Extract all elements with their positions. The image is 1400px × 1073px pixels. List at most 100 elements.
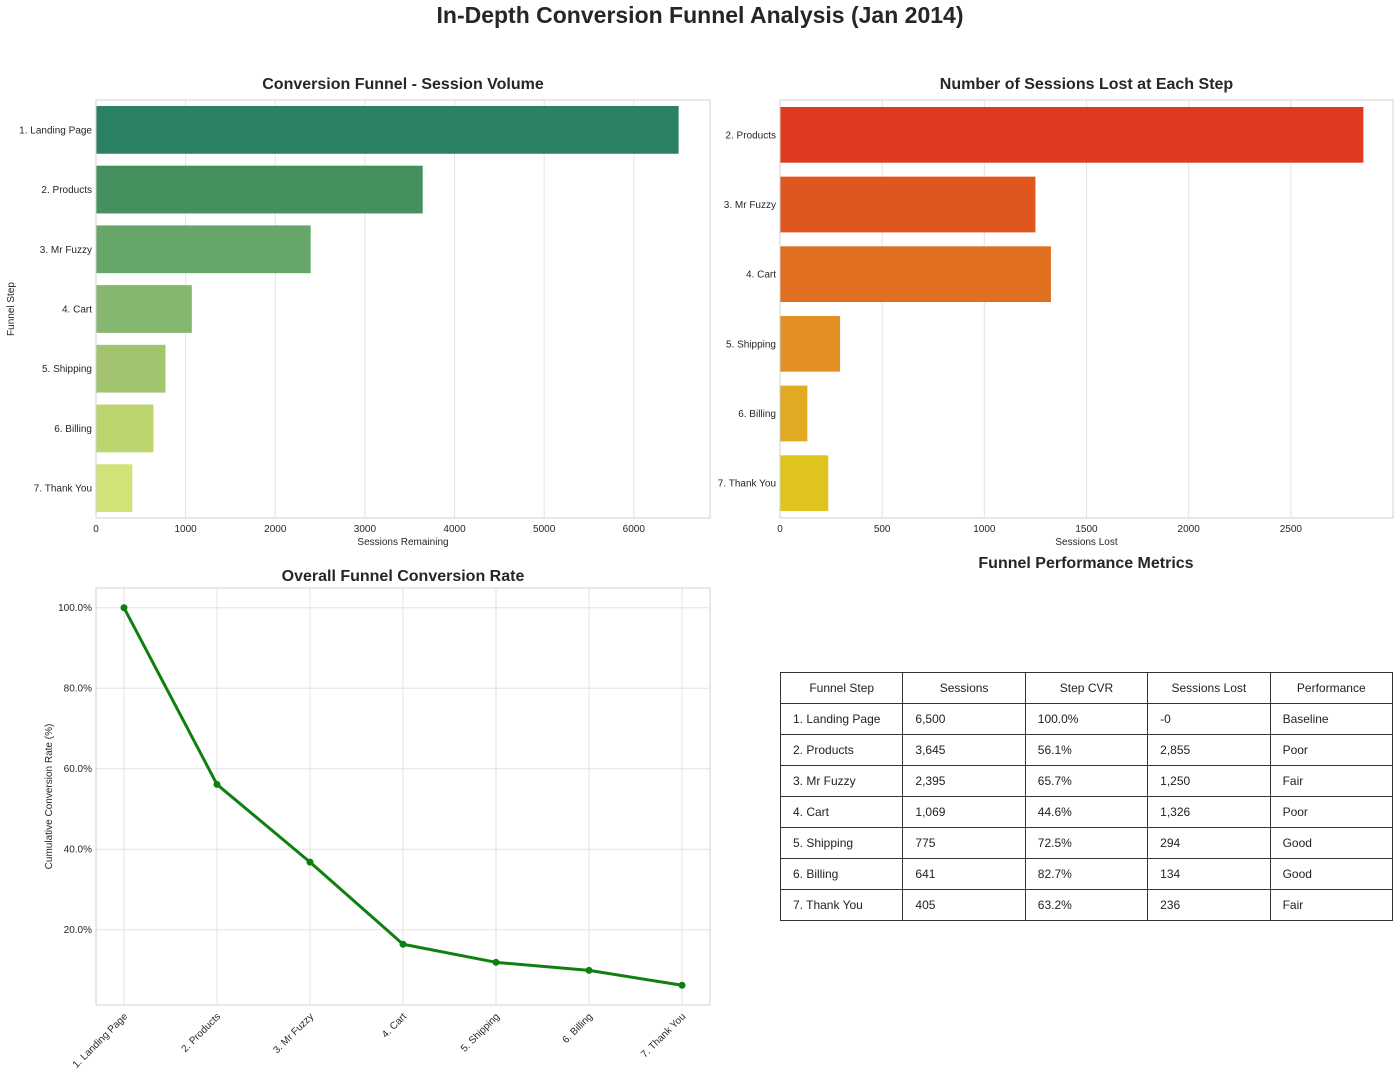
table-cell: 1,069 [902, 796, 1026, 828]
sessions-lost-chart-bar [780, 106, 1364, 163]
table-row: 7. Thank You 405 63.2% 236 Fair [779, 889, 1394, 921]
table-cell: Fair [1269, 889, 1394, 921]
session-volume-chart-title: Conversion Funnel - Session Volume [262, 76, 544, 93]
sessions-lost-chart-ytick-label: 2. Products [725, 130, 776, 141]
session-volume-chart-ytick-label: 2. Products [41, 185, 92, 196]
session-volume-chart-xtick-label: 6000 [623, 524, 646, 535]
conversion-rate-chart-ytick-label: 40.0% [64, 845, 92, 856]
session-volume-chart-xtick-label: 1000 [175, 524, 198, 535]
table-cell: 1,326 [1147, 796, 1271, 828]
sessions-lost-chart-xtick-label: 2000 [1178, 524, 1201, 535]
session-volume-chart-ytick-label: 3. Mr Fuzzy [40, 245, 92, 256]
sessions-lost-chart-bar [780, 246, 1051, 303]
session-volume-chart: Conversion Funnel - Session Volume 0 1000 2… [6, 76, 711, 548]
table-cell: 294 [1147, 827, 1271, 859]
table-row: 4. Cart 1,069 44.6% 1,326 Poor [779, 796, 1394, 828]
sessions-lost-chart-ytick-label: 6. Billing [738, 409, 776, 420]
conversion-rate-chart-title: Overall Funnel Conversion Rate [282, 568, 525, 585]
conversion-rate-chart-ytick-label: 60.0% [64, 764, 92, 775]
table-cell: 1,250 [1147, 765, 1271, 797]
conversion-rate-chart-point [120, 604, 128, 612]
session-volume-chart-xtick-label: 5000 [533, 524, 556, 535]
table-cell: Good [1269, 858, 1394, 890]
sessions-lost-chart-bar [780, 315, 841, 372]
session-volume-chart-xlabel: Sessions Remaining [357, 537, 448, 548]
funnel-metrics-table: Funnel Step Sessions Step CVR Sessions Lost… [779, 672, 1394, 921]
session-volume-chart-ytick-label: 7. Thank You [34, 484, 92, 495]
table-header-cell: Performance [1269, 672, 1394, 704]
conversion-rate-chart-ytick-label: 80.0% [64, 684, 92, 695]
conversion-rate-chart-point [585, 966, 593, 974]
sessions-lost-chart: Number of Sessions Lost at Each Step 0 500… [718, 76, 1394, 548]
table-cell: 63.2% [1024, 889, 1149, 921]
session-volume-chart-ytick-label: 4. Cart [62, 305, 92, 316]
table-cell: 3,645 [902, 734, 1026, 766]
session-volume-chart-ytick-label: 5. Shipping [42, 364, 92, 375]
sessions-lost-chart-ytick-label: 5. Shipping [726, 339, 776, 350]
table-cell: 82.7% [1024, 858, 1149, 890]
table-cell: 6. Billing [779, 858, 904, 890]
conversion-rate-chart-xtick-label: 3. Mr Fuzzy [271, 1011, 316, 1056]
conversion-rate-chart-ytick-label: 100.0% [58, 603, 92, 614]
conversion-rate-chart-xtick-label: 7. Thank You [639, 1011, 688, 1060]
metrics-table-title: Funnel Performance Metrics [978, 555, 1193, 572]
session-volume-chart-bar [96, 404, 154, 453]
conversion-rate-chart-point [399, 940, 407, 948]
table-cell: 6,500 [902, 703, 1026, 735]
conversion-rate-chart-point [678, 981, 686, 989]
table-cell: 2. Products [779, 734, 904, 766]
sessions-lost-chart-xtick-label: 1000 [973, 524, 996, 535]
sessions-lost-chart-xtick-label: 0 [777, 524, 783, 535]
table-cell: 1. Landing Page [779, 703, 904, 735]
table-row: 3. Mr Fuzzy 2,395 65.7% 1,250 Fair [779, 765, 1394, 797]
table-row: 1. Landing Page 6,500 100.0% -0 Baseline [779, 703, 1394, 735]
conversion-rate-chart-xtick-label: 6. Billing [561, 1011, 596, 1046]
sessions-lost-chart-xtick-label: 2500 [1280, 524, 1303, 535]
table-cell: 134 [1147, 858, 1271, 890]
session-volume-chart-frame [95, 99, 711, 519]
session-volume-chart-bar [96, 165, 423, 214]
table-cell: 236 [1147, 889, 1271, 921]
sessions-lost-chart-title: Number of Sessions Lost at Each Step [940, 76, 1234, 93]
conversion-rate-chart-frame [95, 587, 711, 1006]
conversion-rate-chart-point [213, 780, 221, 788]
conversion-rate-chart-point [306, 858, 314, 866]
sessions-lost-chart-bar [780, 385, 808, 442]
table-cell: 405 [902, 889, 1026, 921]
sessions-lost-chart-ytick-label: 3. Mr Fuzzy [724, 200, 776, 211]
table-cell: 44.6% [1024, 796, 1149, 828]
session-volume-chart-bar [96, 225, 311, 274]
session-volume-chart-xtick-label: 3000 [354, 524, 377, 535]
conversion-rate-chart-ylabel: Cumulative Conversion Rate (%) [44, 724, 55, 870]
table-body: 1. Landing Page 6,500 100.0% -0 Baseline 2. P… [779, 703, 1394, 921]
table-header-row: Funnel Step Sessions Step CVR Sessions Lost… [779, 672, 1394, 704]
table-cell: 65.7% [1024, 765, 1149, 797]
conversion-rate-chart-xtick-label: 4. Cart [380, 1011, 409, 1040]
table-cell: 7. Thank You [779, 889, 904, 921]
table-cell: 775 [902, 827, 1026, 859]
table-cell: -0 [1147, 703, 1271, 735]
table-cell: 2,395 [902, 765, 1026, 797]
conversion-rate-chart-xtick-label: 5. Shipping [459, 1011, 502, 1054]
session-volume-chart-xtick-label: 2000 [264, 524, 287, 535]
table-header-cell: Sessions Lost [1147, 672, 1271, 704]
conversion-rate-chart: Overall Funnel Conversion Rate 20.0% 40.0%… [44, 568, 711, 1071]
table-header-cell: Step CVR [1024, 672, 1149, 704]
table-cell: 4. Cart [779, 796, 904, 828]
sessions-lost-chart-ytick-label: 4. Cart [746, 270, 776, 281]
sessions-lost-chart-xtick-label: 1500 [1075, 524, 1098, 535]
conversion-rate-chart-point [492, 958, 500, 966]
sessions-lost-chart-bar [780, 455, 829, 512]
sessions-lost-chart-ytick-label: 7. Thank You [718, 479, 776, 490]
session-volume-chart-xtick-label: 4000 [443, 524, 466, 535]
table-row: 6. Billing 641 82.7% 134 Good [779, 858, 1394, 890]
table-cell: Fair [1269, 765, 1394, 797]
conversion-rate-chart-xtick-label: 1. Landing Page [71, 1011, 131, 1071]
table-cell: 3. Mr Fuzzy [779, 765, 904, 797]
conversion-rate-chart-xtick-label: 2. Products [180, 1011, 224, 1055]
table-cell: Baseline [1269, 703, 1394, 735]
session-volume-chart-bar [96, 285, 192, 333]
table-cell: 72.5% [1024, 827, 1149, 859]
session-volume-chart-bar [96, 464, 133, 513]
